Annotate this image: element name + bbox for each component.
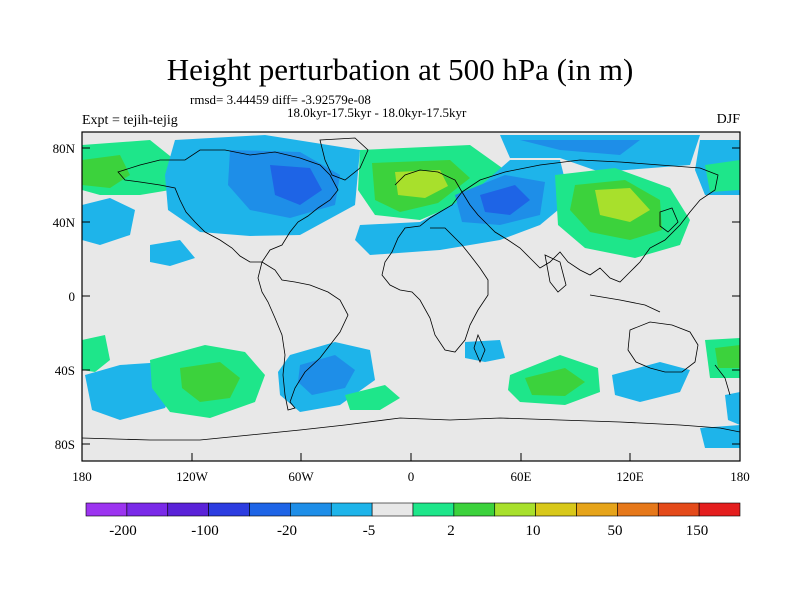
lon-label-0: 0: [408, 469, 415, 484]
coastlines: [82, 137, 740, 441]
colorbar-swatch: [208, 502, 250, 517]
colorbar-swatch: [698, 502, 741, 517]
coast-japan: [659, 207, 679, 233]
colorbar-swatch: [290, 502, 332, 517]
lon-label-180e: 180: [730, 469, 750, 484]
lat-label-80n: 80N: [53, 141, 76, 156]
colorbar-label: 50: [608, 523, 623, 539]
contour-se-pacific-neg: [725, 392, 740, 425]
contour-nw-pacific-core: [82, 155, 130, 188]
coast-new-zealand: [714, 364, 731, 396]
contour-antarctic-neg: [700, 425, 740, 448]
coast-europe-africa: [381, 169, 489, 353]
colorbar-swatch: [85, 502, 128, 517]
contour-eurasia-neg3: [480, 185, 530, 215]
period-label: 18.0kyr-17.5kyr - 18.0kyr-17.5kyr: [287, 105, 467, 120]
contour-indian-pos2: [525, 368, 585, 396]
colorbar-label: -5: [363, 523, 376, 539]
colorbar-label: 10: [526, 523, 541, 539]
colorbar-swatch: [167, 502, 209, 517]
coast-antarctica: [82, 417, 740, 441]
coast-australia: [627, 321, 699, 373]
contour-asia-pos3: [595, 188, 650, 222]
contour-northamerica-neg3: [270, 165, 322, 205]
contour-south-pacific-pos2: [180, 362, 240, 402]
coast-asia: [461, 159, 719, 283]
contour-ne-pacific-pos: [705, 160, 740, 192]
lon-labels: 180 120W 60W 0 60E 120E 180: [72, 469, 750, 484]
lat-label-80s: 80S: [55, 437, 75, 452]
contour-alaska-neg: [82, 198, 135, 245]
map-ticks: [81, 147, 741, 461]
coast-indonesia: [589, 294, 661, 313]
contour-fields: [82, 135, 740, 448]
experiment-label: Expt = tejih-tejig: [82, 113, 178, 128]
contour-arctic-neg2: [520, 140, 640, 155]
lon-label-60w: 60W: [288, 469, 314, 484]
colorbar-swatch: [371, 502, 414, 517]
colorbar-swatch: [249, 502, 291, 517]
lon-label-120e: 120E: [616, 469, 644, 484]
contour-europe-pos3: [395, 170, 448, 198]
coast-madagascar: [473, 333, 486, 364]
colorbar-swatch: [535, 502, 577, 517]
colorbar-swatch: [126, 502, 169, 517]
coast-greenland: [319, 137, 369, 181]
colorbar-label: -100: [191, 523, 219, 539]
coast-north-america: [117, 149, 339, 263]
colorbar-swatch: [412, 502, 455, 517]
season-label: DJF: [716, 112, 740, 127]
coast-south-america: [257, 261, 349, 411]
stats-label: rmsd= 3.44459 diff= -3.92579e-08: [190, 92, 371, 107]
contour-se-pacific-pos2: [715, 345, 740, 368]
contour-south-atlantic-pos: [345, 385, 400, 410]
chart-title: Height perturbation at 500 hPa (in m): [166, 52, 634, 87]
lat-label-40s: 40S: [55, 363, 75, 378]
lat-labels: 80N 40N 0 40S 80S: [53, 141, 76, 452]
lat-label-40n: 40N: [53, 215, 76, 230]
colorbar-label: 2: [447, 523, 455, 539]
colorbar-label: -20: [277, 523, 297, 539]
colorbar-swatch: [330, 502, 373, 517]
colorbar-swatch: [617, 502, 659, 517]
colorbar-swatch: [494, 502, 536, 517]
colorbar-labels: -200 -100 -20 -5 2 10 50 150: [109, 523, 708, 539]
colorbar-swatch: [453, 502, 496, 517]
colorbar: [85, 502, 741, 517]
colorbar-swatch: [576, 502, 618, 517]
lat-label-0: 0: [69, 289, 76, 304]
colorbar-label: 150: [686, 523, 709, 539]
contour-sw-pacific-pos: [82, 335, 110, 372]
lon-label-120w: 120W: [176, 469, 209, 484]
lon-label-60e: 60E: [511, 469, 532, 484]
colorbar-swatch: [657, 502, 700, 517]
lon-label-180w: 180: [72, 469, 92, 484]
contour-pacific-neg: [150, 240, 195, 266]
colorbar-label: -200: [109, 523, 137, 539]
coast-india: [544, 254, 567, 293]
